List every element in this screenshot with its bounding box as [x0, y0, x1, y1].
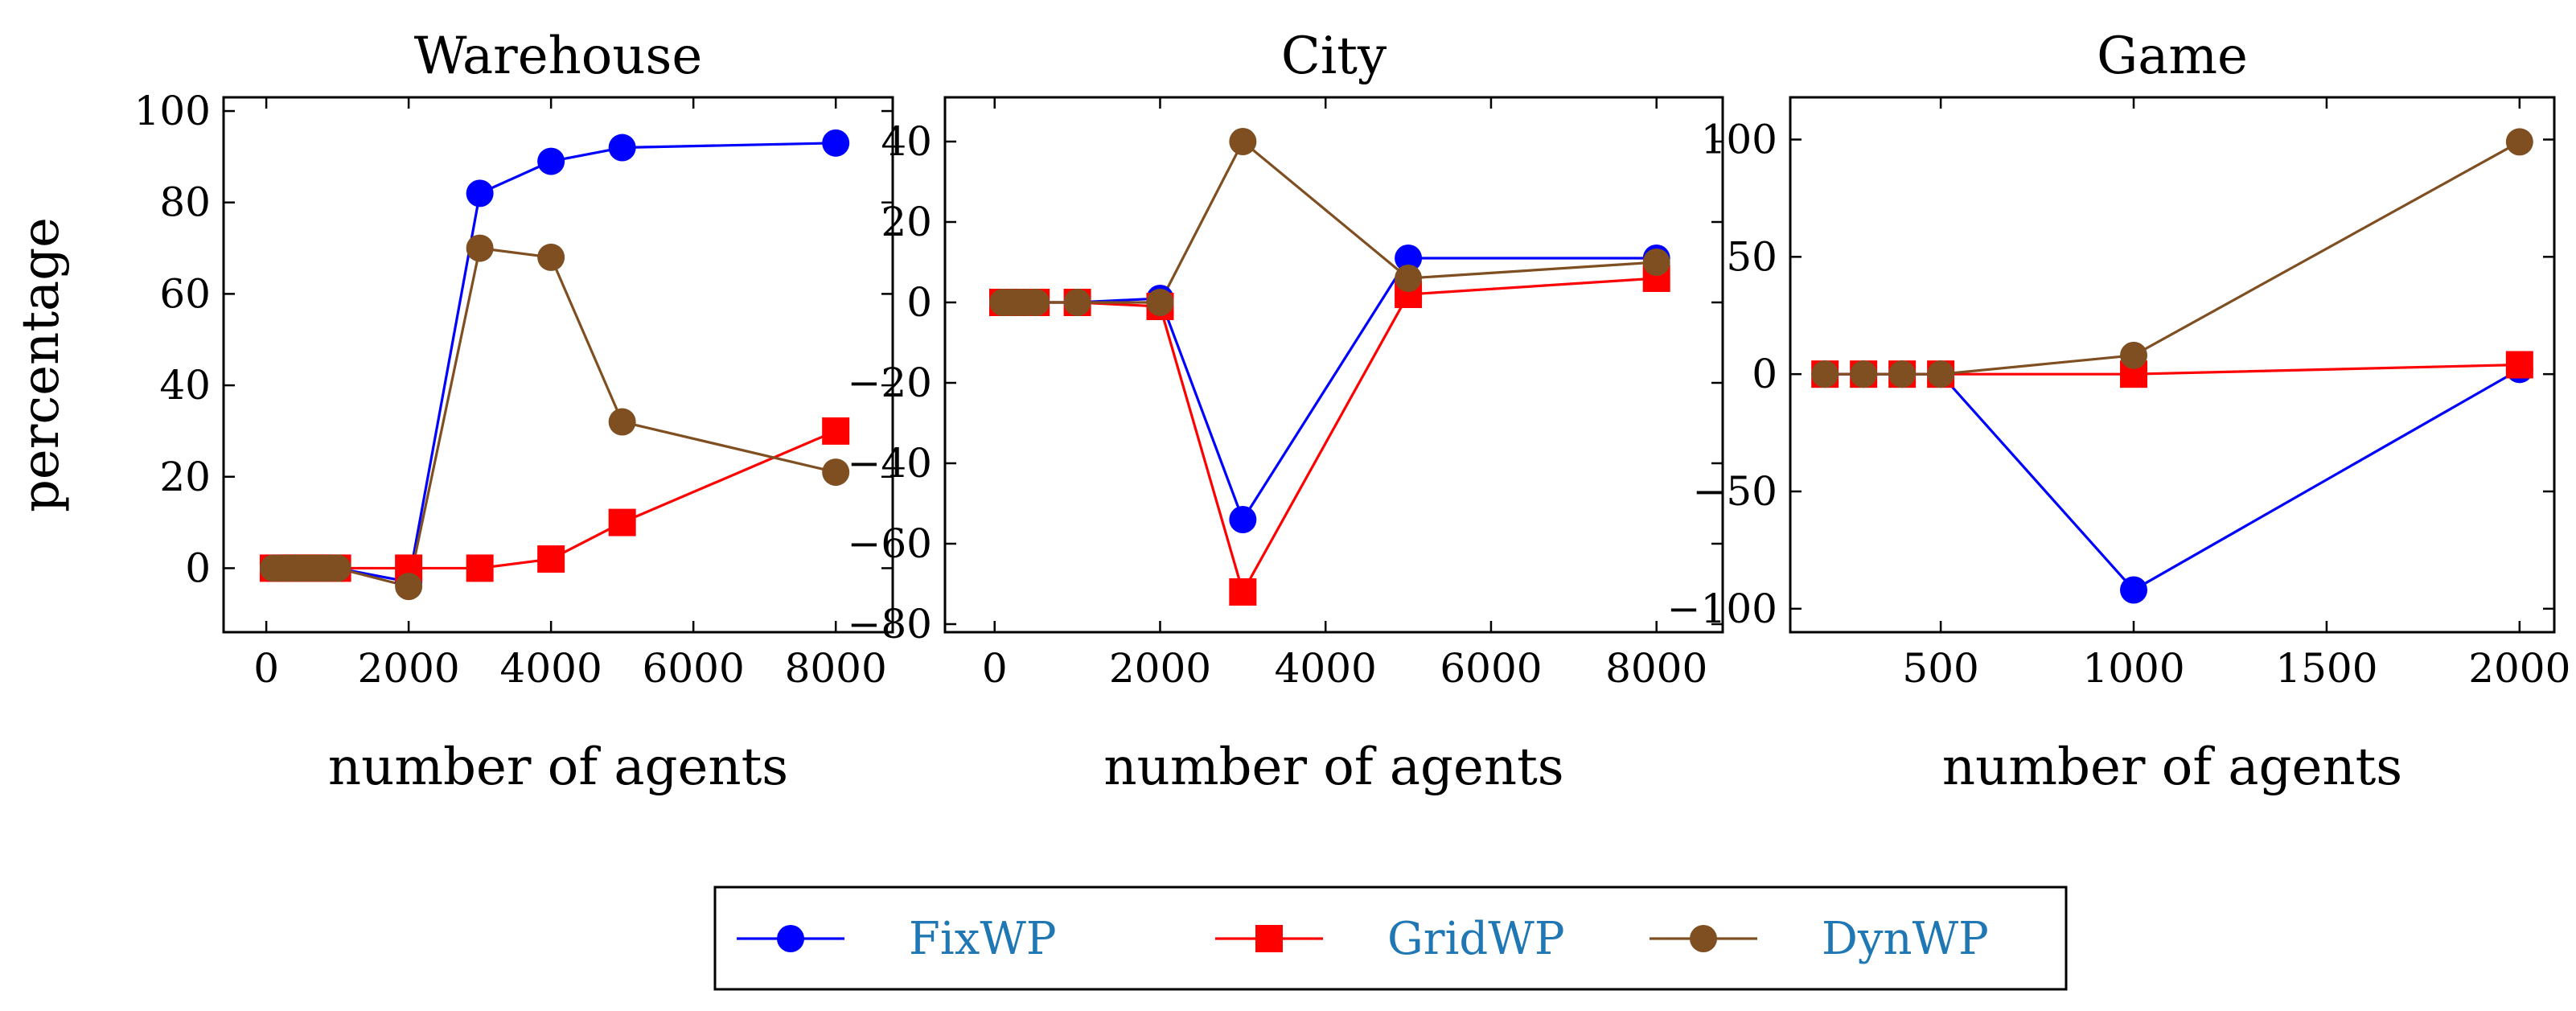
data-point-dynwp	[2120, 341, 2148, 369]
plot-frame	[1789, 96, 2556, 634]
data-point-gridwp	[822, 417, 850, 445]
x-tick-label: 2000	[1109, 645, 1211, 692]
data-point-fixwp	[1229, 506, 1257, 533]
data-point-dynwp	[466, 234, 494, 262]
data-point-fixwp	[466, 179, 494, 208]
data-point-dynwp	[822, 458, 850, 487]
legend-marker	[1690, 925, 1717, 952]
series-line-dynwp	[1003, 139, 1657, 304]
x-tick-label: 0	[982, 645, 1008, 692]
plot-frame	[943, 96, 1724, 634]
y-tick-label: 40	[159, 362, 211, 409]
chart-panels: 0 2000 4000 6000 8000020406080100Warehousenu…	[11, 27, 2570, 797]
y-tick-label: 50	[1726, 233, 1777, 280]
legend-label: GridWP	[1387, 913, 1565, 965]
data-point-dynwp	[1888, 360, 1917, 388]
legend: FixWP GridWP DynWP	[713, 886, 2068, 991]
x-tick-label: 2000	[2468, 645, 2570, 692]
y-tick-label: −20	[847, 360, 932, 406]
legend-marker	[777, 925, 804, 952]
series-line-dynwp	[1825, 141, 2521, 376]
y-tick-label: −60	[847, 520, 932, 567]
legend-label: DynWP	[1822, 913, 1989, 965]
x-tick-label: 2000	[358, 645, 460, 692]
legend-item-gridwp: GridWP	[1215, 913, 1565, 965]
data-point-gridwp	[537, 545, 565, 573]
y-tick-label: 0	[185, 545, 211, 591]
series-line-dynwp	[273, 246, 836, 589]
data-point-dynwp	[323, 554, 351, 582]
x-tick-label: 8000	[785, 645, 887, 692]
y-tick-label: 60	[159, 270, 211, 317]
x-tick-label: 4000	[500, 645, 602, 692]
series-line-fixwp	[1825, 368, 2521, 592]
data-point-gridwp	[466, 554, 494, 582]
y-tick-label: 40	[881, 118, 932, 165]
y-tick-label: 100	[134, 88, 211, 134]
data-point-dynwp	[1642, 249, 1670, 276]
y-tick-label: −40	[847, 440, 932, 487]
data-point-dynwp	[1146, 289, 1174, 316]
y-tick-label: 100	[1701, 117, 1777, 163]
data-point-dynwp	[1395, 265, 1423, 292]
data-point-dynwp	[1927, 360, 1955, 388]
plot-frame	[222, 96, 894, 634]
y-axis-label: percentage	[11, 217, 71, 512]
y-tick-label: 80	[159, 179, 211, 226]
x-tick-label: 4000	[1275, 645, 1377, 692]
y-tick-label: −100	[1667, 586, 1777, 632]
x-axis-label: number of agents	[1942, 738, 2402, 797]
data-point-gridwp	[2505, 351, 2533, 379]
legend-marker	[1255, 925, 1283, 952]
data-point-dynwp	[537, 243, 565, 271]
data-point-dynwp	[1063, 289, 1091, 316]
panel-city: 0 2000 4000 6000 8000 −80 −60 −40 −20 0 20 40 City nu…	[847, 27, 1724, 797]
data-point-dynwp	[1022, 289, 1050, 316]
y-tick-label: −50	[1692, 468, 1777, 515]
x-tick-label: 8000	[1605, 645, 1707, 692]
chart-title: City	[1281, 27, 1387, 86]
data-point-dynwp	[1850, 360, 1878, 388]
series-line-fixwp	[1003, 257, 1657, 523]
legend-item-fixwp: FixWP	[737, 913, 1057, 965]
x-axis-label: number of agents	[1103, 738, 1563, 797]
data-point-fixwp	[2120, 576, 2148, 604]
legend-item-dynwp: DynWP	[1650, 913, 1989, 965]
x-tick-label: 0	[253, 645, 279, 692]
data-point-dynwp	[2505, 128, 2533, 156]
panel-warehouse: 0 2000 4000 6000 8000 0 20 40 60 80 100 Warehouse nu…	[11, 27, 894, 797]
data-point-dynwp	[1811, 360, 1839, 388]
data-point-dynwp	[608, 408, 636, 436]
y-tick-label: 0	[1752, 351, 1777, 397]
data-point-fixwp	[608, 134, 636, 162]
x-tick-label: 6000	[643, 645, 745, 692]
y-tick-label: 20	[159, 454, 211, 500]
legend-frame	[713, 886, 2068, 991]
y-tick-label: 20	[881, 199, 932, 245]
series-line-fixwp	[273, 142, 836, 584]
series-line-gridwp	[1003, 277, 1657, 596]
data-point-dynwp	[395, 573, 423, 601]
data-point-fixwp	[822, 129, 850, 157]
legend-label: FixWP	[909, 913, 1057, 965]
panel-game: 500 1000 1500 2000 −100 −50 0 50 100 Game number o…	[1667, 27, 2571, 797]
chart-title: Game	[2097, 27, 2248, 86]
x-axis-label: number of agents	[328, 738, 788, 797]
x-tick-label: 1000	[2082, 645, 2184, 692]
data-point-gridwp	[608, 508, 636, 536]
data-point-fixwp	[1395, 245, 1423, 272]
y-tick-label: 0	[906, 279, 932, 326]
x-tick-label: 500	[1902, 645, 1978, 692]
y-tick-label: −80	[847, 601, 932, 647]
data-point-dynwp	[1229, 128, 1257, 155]
data-point-fixwp	[537, 147, 565, 175]
chart-title: Warehouse	[414, 27, 703, 86]
data-point-gridwp	[1229, 578, 1257, 606]
x-tick-label: 1500	[2275, 645, 2377, 692]
x-tick-label: 6000	[1440, 645, 1542, 692]
